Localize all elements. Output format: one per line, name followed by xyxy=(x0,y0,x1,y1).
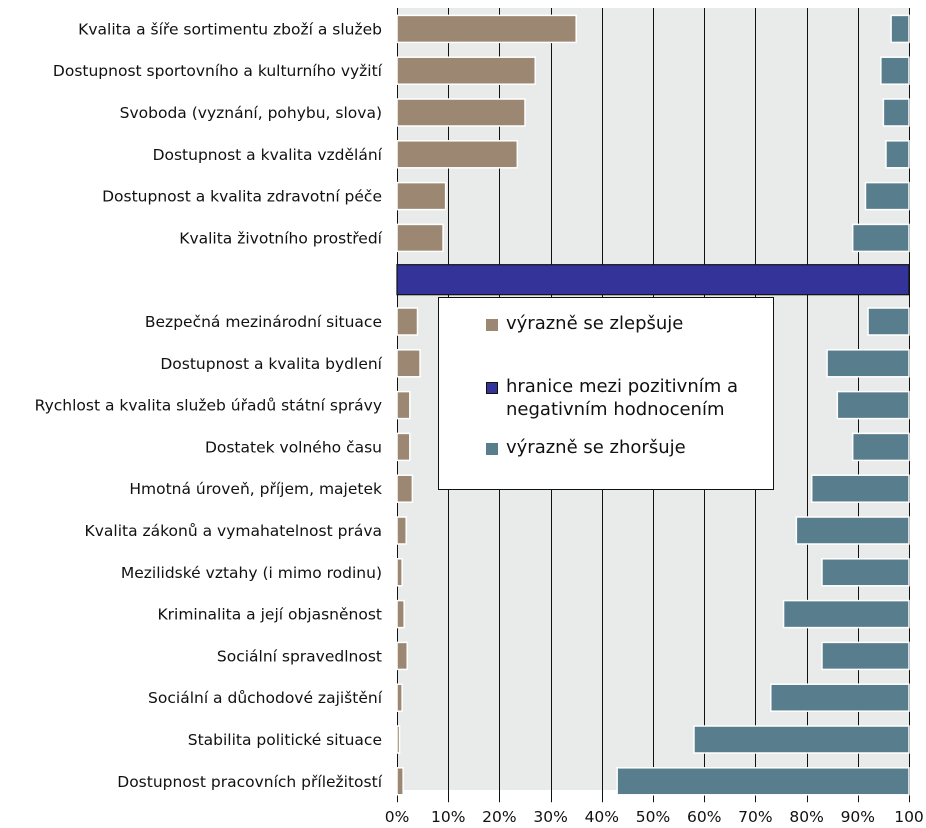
category-label: Sociální a důchodové zajištění xyxy=(148,689,383,707)
bars xyxy=(396,14,910,796)
bar-improving xyxy=(396,725,401,754)
bar-boundary xyxy=(396,264,910,296)
bar-worsening xyxy=(890,14,910,44)
x-tick-label: 80% xyxy=(789,808,823,826)
bar-improving xyxy=(396,683,403,712)
legend-swatch-worsening xyxy=(486,443,498,455)
x-axis-ticks: 0% 10% 20% 30% 40% 50% 60% 70% 80% 90% 100 xyxy=(385,808,924,826)
category-label: Dostupnost sportovního a kulturního vyži… xyxy=(53,62,383,80)
bar-worsening xyxy=(810,474,910,503)
bar-worsening xyxy=(826,349,910,378)
category-label: Bezpečná mezinárodní situace xyxy=(145,313,382,331)
x-tick-label: 10% xyxy=(431,808,465,826)
category-labels: Kvalita a šíře sortimentu zboží a služeb… xyxy=(35,20,383,790)
x-tick-label: 20% xyxy=(482,808,516,826)
bar-improving xyxy=(396,432,411,462)
x-tick-label: 40% xyxy=(585,808,619,826)
bar-improving xyxy=(396,56,536,85)
x-tick-label: 90% xyxy=(841,808,875,826)
legend-swatch-boundary xyxy=(486,382,498,394)
category-label: Kvalita životního prostředí xyxy=(179,229,382,247)
category-label: Stabilita politické situace xyxy=(188,731,382,749)
bar-improving xyxy=(396,767,404,796)
bar-worsening xyxy=(882,98,910,127)
bar-worsening xyxy=(851,432,910,462)
bar-worsening xyxy=(836,390,910,420)
category-label: Svoboda (vyznání, pohybu, slova) xyxy=(120,104,382,122)
x-tick-label: 70% xyxy=(738,808,772,826)
bar-improving xyxy=(396,474,414,503)
x-tick-label: 100 xyxy=(894,808,924,826)
x-tick-label: 60% xyxy=(687,808,721,826)
category-label: Dostupnost a kvalita bydlení xyxy=(160,355,382,373)
category-label: Dostupnost pracovních příležitostí xyxy=(117,773,382,791)
x-tick-label: 30% xyxy=(533,808,567,826)
category-label: Hmotná úroveň, příjem, majetek xyxy=(129,480,382,498)
bar-improving xyxy=(396,307,419,336)
x-tick-label: 50% xyxy=(636,808,670,826)
bar-worsening xyxy=(851,223,910,253)
legend-swatch-improving xyxy=(486,319,498,331)
category-label: Kvalita zákonů a vymahatelnost práva xyxy=(85,522,382,540)
category-label: Kriminalita a její objasněnost xyxy=(157,606,382,624)
bar-worsening xyxy=(885,140,910,169)
bar-improving xyxy=(396,599,405,629)
legend-label-boundary-line2: negativním hodnocením xyxy=(506,399,725,420)
bar-worsening xyxy=(693,725,910,754)
category-label: Dostatek volného času xyxy=(205,438,382,456)
bar-improving xyxy=(396,390,411,420)
bar-worsening xyxy=(821,641,910,671)
bar-worsening xyxy=(864,181,910,211)
bar-improving xyxy=(396,140,519,169)
bar-worsening xyxy=(880,56,910,85)
bar-improving xyxy=(396,558,403,587)
bar-worsening xyxy=(867,307,910,336)
legend-label-boundary-line1: hranice mezi pozitivním a xyxy=(506,376,739,397)
legend-label-worsening: výrazně se zhoršuje xyxy=(506,437,686,458)
bar-improving xyxy=(396,516,407,545)
bar-worsening xyxy=(782,599,910,629)
bar-improving xyxy=(396,98,526,127)
category-label: Rychlost a kvalita služeb úřadů státní s… xyxy=(35,397,382,415)
bar-worsening xyxy=(821,558,910,587)
bar-improving xyxy=(396,14,577,44)
bar-improving xyxy=(396,223,444,253)
bar-worsening xyxy=(616,767,910,796)
category-label: Kvalita a šíře sortimentu zboží a služeb xyxy=(78,20,382,38)
category-label: Sociální spravedlnost xyxy=(217,647,382,665)
x-tick-label: 0% xyxy=(385,808,410,826)
category-label: Dostupnost a kvalita vzdělání xyxy=(153,146,383,164)
bar-improving xyxy=(396,641,408,671)
bar-worsening xyxy=(770,683,910,712)
bar-worsening xyxy=(795,516,910,545)
legend: výrazně se zlepšuje hranice mezi pozitiv… xyxy=(438,297,774,490)
category-label: Mezilidské vztahy (i mimo rodinu) xyxy=(121,564,382,582)
bar-improving xyxy=(396,349,421,378)
category-label: Dostupnost a kvalita zdravotní péče xyxy=(102,188,382,206)
bar-improving xyxy=(396,181,447,211)
legend-label-improving: výrazně se zlepšuje xyxy=(506,313,684,334)
